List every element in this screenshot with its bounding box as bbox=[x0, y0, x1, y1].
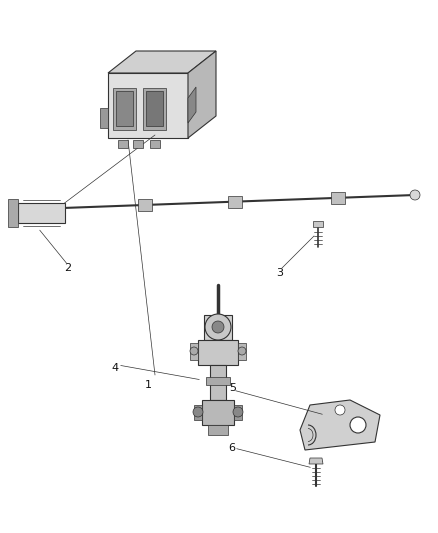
Polygon shape bbox=[208, 425, 228, 435]
Polygon shape bbox=[238, 343, 246, 360]
Polygon shape bbox=[143, 88, 166, 130]
Polygon shape bbox=[309, 458, 323, 464]
Polygon shape bbox=[188, 51, 216, 138]
Polygon shape bbox=[150, 140, 160, 148]
Circle shape bbox=[193, 407, 203, 417]
Polygon shape bbox=[234, 405, 242, 420]
Polygon shape bbox=[210, 365, 226, 400]
Polygon shape bbox=[8, 199, 18, 227]
Polygon shape bbox=[118, 140, 128, 148]
Text: 5: 5 bbox=[230, 383, 237, 393]
Polygon shape bbox=[116, 91, 133, 126]
Text: 3: 3 bbox=[276, 268, 283, 278]
Polygon shape bbox=[313, 221, 323, 227]
Polygon shape bbox=[146, 91, 163, 126]
Polygon shape bbox=[190, 343, 198, 360]
Circle shape bbox=[212, 321, 224, 333]
Polygon shape bbox=[198, 340, 238, 365]
Circle shape bbox=[350, 417, 366, 433]
Polygon shape bbox=[331, 192, 345, 204]
Polygon shape bbox=[204, 315, 232, 340]
Polygon shape bbox=[228, 196, 242, 208]
Circle shape bbox=[335, 405, 345, 415]
Text: 2: 2 bbox=[64, 263, 71, 273]
Polygon shape bbox=[194, 405, 202, 420]
Polygon shape bbox=[138, 199, 152, 211]
Polygon shape bbox=[100, 108, 108, 128]
Polygon shape bbox=[18, 203, 65, 223]
Circle shape bbox=[410, 190, 420, 200]
Polygon shape bbox=[133, 140, 143, 148]
Polygon shape bbox=[113, 88, 136, 130]
Text: 6: 6 bbox=[229, 443, 236, 453]
Polygon shape bbox=[202, 400, 234, 425]
Text: 4: 4 bbox=[111, 363, 119, 373]
Circle shape bbox=[205, 314, 231, 340]
Polygon shape bbox=[108, 73, 188, 138]
Polygon shape bbox=[206, 377, 230, 385]
Text: 1: 1 bbox=[145, 380, 152, 390]
Polygon shape bbox=[188, 87, 196, 123]
Polygon shape bbox=[108, 51, 216, 73]
Circle shape bbox=[238, 347, 246, 355]
Circle shape bbox=[233, 407, 243, 417]
Circle shape bbox=[190, 347, 198, 355]
Polygon shape bbox=[300, 400, 380, 450]
